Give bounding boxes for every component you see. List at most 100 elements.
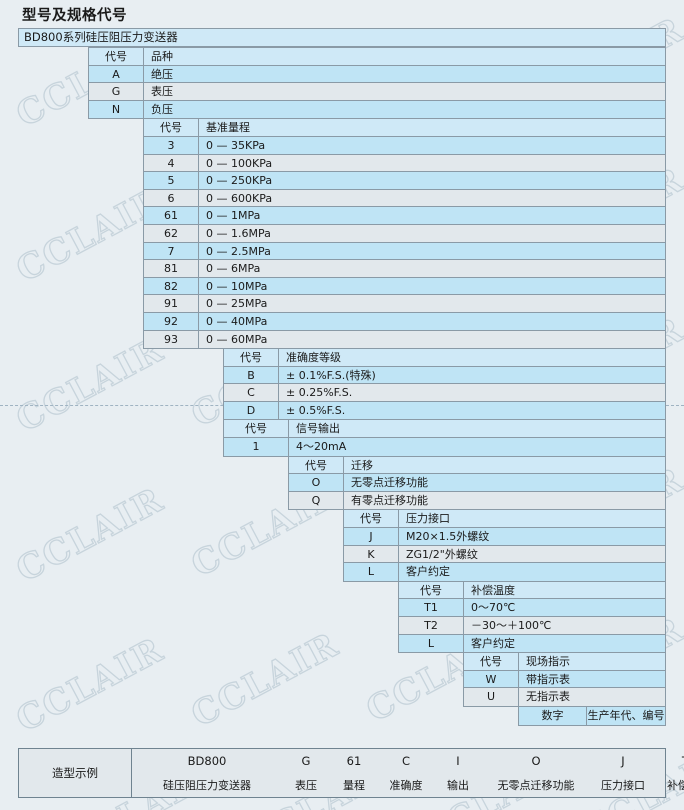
spec-desc-cell: 品种 bbox=[151, 50, 173, 63]
spec-row: O 无零点迁移功能 bbox=[289, 474, 665, 492]
example-code-row: BD800G61CIOJT1U0600003 bbox=[132, 749, 684, 773]
spec-row: Q 有零点迁移功能 bbox=[289, 491, 665, 510]
spec-group-range: 代号 基准量程 3 0 — 35KPa 4 0 — 100KPa 5 0 — 250KPa 6 0… bbox=[143, 119, 666, 350]
spec-desc-cell: ± 0.5%F.S. bbox=[286, 403, 346, 417]
spec-row: 81 0 — 6MPa bbox=[144, 260, 665, 278]
spec-desc-cell: 补偿温度 bbox=[471, 583, 515, 597]
example-desc-cell: 准确度 bbox=[389, 779, 423, 792]
spec-desc-cell: 0 — 25MPa bbox=[206, 297, 268, 311]
spec-desc-cell: 0 — 600KPa bbox=[206, 191, 273, 205]
spec-desc-cell: 0 — 1.6MPa bbox=[206, 226, 271, 240]
spec-row: 82 0 — 10MPa bbox=[144, 277, 665, 296]
spec-desc-cell: 有零点迁移功能 bbox=[351, 493, 428, 507]
spec-code-cell: C bbox=[224, 384, 279, 401]
spec-code-cell: 81 bbox=[144, 260, 199, 277]
example-desc-cell: 补偿温度 bbox=[667, 779, 684, 792]
group-header-row: 代号 现场指示 bbox=[464, 653, 665, 671]
spec-code-cell: 代号 bbox=[224, 349, 279, 366]
example-columns: BD800G61CIOJT1U0600003 硅压阻压力变送器表压量程准确度输出… bbox=[132, 749, 684, 797]
example-code-cell: T1 bbox=[656, 754, 684, 768]
spec-group-field-indication: 代号 现场指示 W 带指示表 U 无指示表 bbox=[463, 653, 666, 707]
spec-row: 6 0 — 600KPa bbox=[144, 189, 665, 208]
spec-code-cell: 1 bbox=[224, 438, 289, 456]
spec-code-cell: N bbox=[89, 100, 144, 119]
spec-row: T2 －30～＋100℃ bbox=[399, 617, 665, 635]
group-header-row: 代号 压力接口 bbox=[344, 510, 665, 529]
spec-code-diagram: BD800系列硅压阻压力变送器 代号 品种 A 绝压 G 表压 N 负压 代号 基准量程 3 0 — … bbox=[18, 28, 666, 726]
spec-desc-cell: 4～20mA bbox=[296, 440, 347, 454]
spec-code-cell: O bbox=[289, 474, 344, 491]
example-code-cell: J bbox=[621, 754, 625, 768]
spec-group-migration: 代号 迁移 O 无零点迁移功能 Q 有零点迁移功能 bbox=[288, 456, 666, 511]
example-code-cell: C bbox=[401, 754, 411, 768]
spec-code-cell: G bbox=[89, 83, 144, 100]
spec-row: 3 0 — 35KPa bbox=[144, 136, 665, 155]
spec-desc-cell: 0 — 10MPa bbox=[206, 279, 268, 293]
spec-desc-cell: ± 0.25%F.S. bbox=[286, 386, 353, 400]
spec-row: B ± 0.1%F.S.(特殊) bbox=[224, 366, 665, 385]
spec-code-cell: 4 bbox=[144, 154, 199, 172]
spec-group-signal-output: 代号 信号输出 1 4～20mA bbox=[223, 420, 666, 457]
example-desc-row: 硅压阻压力变送器表压量程准确度输出无零点迁移功能压力接口补偿温度现场指示生产年代 bbox=[132, 773, 684, 797]
spec-row: D ± 0.5%F.S. bbox=[224, 401, 665, 420]
spec-desc-cell: 无指示表 bbox=[526, 690, 570, 704]
spec-row: 93 0 — 60MPa bbox=[144, 330, 665, 349]
spec-code-cell: 7 bbox=[144, 242, 199, 260]
spec-code-cell: 数字 bbox=[519, 706, 587, 725]
spec-code-cell: 代号 bbox=[344, 510, 399, 528]
spec-desc-cell: 无零点迁移功能 bbox=[351, 476, 428, 490]
example-code-cell: I bbox=[456, 754, 460, 768]
spec-row: L 客户约定 bbox=[344, 563, 665, 581]
spec-code-cell: 5 bbox=[144, 172, 199, 189]
spec-code-cell: 62 bbox=[144, 224, 199, 242]
spec-code-cell: K bbox=[344, 545, 399, 563]
spec-row: U 无指示表 bbox=[464, 688, 665, 706]
spec-row: 1 4～20mA bbox=[224, 438, 665, 456]
example-block: 造型示例 BD800G61CIOJT1U0600003 硅压阻压力变送器表压量程… bbox=[18, 748, 684, 798]
spec-row: W 带指示表 bbox=[464, 670, 665, 689]
spec-row: A 绝压 bbox=[89, 65, 665, 84]
spec-desc-cell: 0 — 100KPa bbox=[206, 156, 273, 170]
spec-desc-cell: 绝压 bbox=[151, 67, 173, 81]
spec-row: 91 0 — 25MPa bbox=[144, 295, 665, 313]
spec-row: 62 0 — 1.6MPa bbox=[144, 224, 665, 243]
spec-desc-cell: 0 — 60MPa bbox=[206, 332, 268, 346]
spec-row: L 客户约定 bbox=[399, 634, 665, 653]
example-code-cell: 61 bbox=[346, 754, 362, 768]
spec-code-cell: A bbox=[89, 65, 144, 83]
spec-desc-cell: 压力接口 bbox=[406, 512, 450, 526]
spec-row: 5 0 — 250KPa bbox=[144, 172, 665, 190]
example-label: 造型示例 bbox=[19, 749, 132, 797]
spec-code-cell: 代号 bbox=[289, 456, 344, 474]
spec-desc-cell: 信号输出 bbox=[296, 422, 340, 436]
spec-code-cell: T2 bbox=[399, 617, 464, 634]
spec-desc-cell: 迁移 bbox=[351, 458, 373, 472]
spec-code-cell: 91 bbox=[144, 295, 199, 312]
spec-row: N 负压 bbox=[89, 100, 665, 119]
spec-row: 7 0 — 2.5MPa bbox=[144, 242, 665, 261]
spec-code-cell: 代号 bbox=[224, 420, 289, 438]
spec-desc-cell: 客户约定 bbox=[471, 636, 515, 650]
spec-group-production-serial: 数字 生产年代、编号 bbox=[518, 706, 666, 726]
spec-code-cell: T1 bbox=[399, 599, 464, 616]
spec-group-compensation-temperature: 代号 补偿温度 T1 0～70℃ T2 －30～＋100℃ L 客户约定 bbox=[398, 581, 666, 654]
spec-row: 数字 生产年代、编号 bbox=[519, 706, 665, 725]
spec-desc-cell: 0 — 250KPa bbox=[206, 174, 273, 188]
example-desc-cell: 表压 bbox=[295, 779, 317, 792]
spec-row: K ZG1/2"外螺纹 bbox=[344, 545, 665, 564]
spec-desc-cell: 0～70℃ bbox=[471, 601, 516, 615]
group-header-row: 代号 迁移 bbox=[289, 456, 665, 475]
spec-code-cell: 82 bbox=[144, 277, 199, 295]
spec-desc-cell: 0 — 40MPa bbox=[206, 314, 268, 328]
group-header-row: 代号 信号输出 bbox=[224, 420, 665, 439]
spec-group-accuracy: 代号 准确度等级 B ± 0.1%F.S.(特殊) C ± 0.25%F.S. D ± 0.5… bbox=[223, 349, 666, 421]
spec-row: C ± 0.25%F.S. bbox=[224, 384, 665, 402]
spec-code-cell: 代号 bbox=[464, 653, 519, 670]
spec-code-cell: 93 bbox=[144, 330, 199, 349]
spec-desc-cell: －30～＋100℃ bbox=[471, 619, 552, 632]
spec-desc-cell: ZG1/2"外螺纹 bbox=[406, 547, 478, 561]
spec-group-variety: 代号 品种 A 绝压 G 表压 N 负压 bbox=[88, 47, 666, 120]
spec-code-cell: 代号 bbox=[399, 581, 464, 599]
example-code-cell: O bbox=[531, 754, 541, 768]
spec-desc-cell: 0 — 6MPa bbox=[206, 262, 261, 276]
